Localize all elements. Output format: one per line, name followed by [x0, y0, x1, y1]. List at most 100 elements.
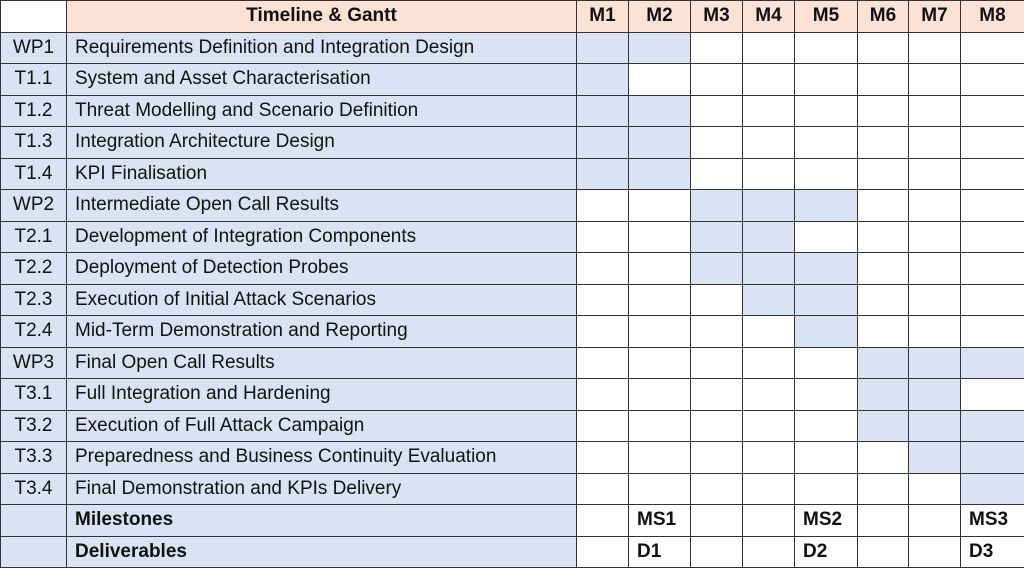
gantt-cell-active: [795, 190, 858, 222]
gantt-cell-active: [691, 190, 743, 222]
gantt-cell-active: [577, 64, 629, 96]
gantt-cell: [691, 158, 743, 190]
summary-marker: D2: [795, 536, 858, 568]
gantt-cell-active: [909, 442, 961, 474]
task-id: T2.1: [1, 221, 67, 253]
task-name: Full Integration and Hardening: [67, 379, 577, 411]
gantt-cell: [691, 410, 743, 442]
gantt-cell: [858, 221, 909, 253]
gantt-cell: [961, 316, 1024, 348]
gantt-cell: [795, 32, 858, 64]
gantt-cell: [629, 410, 691, 442]
gantt-cell: [691, 473, 743, 505]
gantt-cell-active: [743, 221, 795, 253]
summary-marker: MS3: [961, 505, 1024, 537]
gantt-cell: [909, 221, 961, 253]
gantt-cell: [909, 253, 961, 285]
task-id: T3.3: [1, 442, 67, 474]
gantt-cell-active: [743, 284, 795, 316]
task-name: Final Open Call Results: [67, 347, 577, 379]
gantt-cell: [743, 64, 795, 96]
gantt-cell-active: [691, 221, 743, 253]
gantt-cell: [743, 127, 795, 159]
gantt-cell: [629, 473, 691, 505]
task-id: T1.3: [1, 127, 67, 159]
gantt-cell-active: [577, 127, 629, 159]
gantt-cell: [795, 347, 858, 379]
month-header: M7: [909, 1, 961, 33]
summary-cell: [743, 505, 795, 537]
task-name: Intermediate Open Call Results: [67, 190, 577, 222]
gantt-cell: [961, 379, 1024, 411]
gantt-cell: [961, 95, 1024, 127]
task-id: T3.2: [1, 410, 67, 442]
month-header: M6: [858, 1, 909, 33]
summary-cell: [909, 536, 961, 568]
gantt-cell: [909, 127, 961, 159]
task-name: Development of Integration Components: [67, 221, 577, 253]
gantt-cell: [795, 95, 858, 127]
gantt-cell: [909, 95, 961, 127]
gantt-cell: [743, 410, 795, 442]
gantt-cell: [629, 442, 691, 474]
gantt-cell-active: [858, 347, 909, 379]
gantt-cell: [629, 347, 691, 379]
gantt-cell: [909, 190, 961, 222]
gantt-cell-active: [795, 284, 858, 316]
summary-marker: D1: [629, 536, 691, 568]
gantt-cell: [961, 32, 1024, 64]
gantt-cell-active: [743, 190, 795, 222]
summary-cell: [691, 505, 743, 537]
gantt-cell: [795, 473, 858, 505]
task-id: T3.4: [1, 473, 67, 505]
gantt-cell-active: [691, 253, 743, 285]
gantt-cell: [858, 64, 909, 96]
gantt-cell-active: [961, 347, 1024, 379]
gantt-cell: [743, 158, 795, 190]
gantt-cell-active: [858, 379, 909, 411]
month-header: M2: [629, 1, 691, 33]
task-id: WP2: [1, 190, 67, 222]
gantt-cell: [961, 64, 1024, 96]
gantt-cell: [961, 221, 1024, 253]
gantt-cell: [795, 410, 858, 442]
gantt-cell: [909, 158, 961, 190]
gantt-cell: [577, 410, 629, 442]
gantt-cell: [909, 316, 961, 348]
gantt-cell: [691, 347, 743, 379]
gantt-cell: [577, 253, 629, 285]
task-id: T3.1: [1, 379, 67, 411]
gantt-cell: [629, 284, 691, 316]
summary-id: [1, 505, 67, 537]
task-name: Threat Modelling and Scenario Definition: [67, 95, 577, 127]
gantt-cell: [691, 442, 743, 474]
gantt-cell-active: [629, 32, 691, 64]
gantt-cell: [577, 284, 629, 316]
gantt-cell: [909, 32, 961, 64]
gantt-cell: [961, 253, 1024, 285]
gantt-cell: [577, 316, 629, 348]
gantt-cell: [858, 253, 909, 285]
gantt-cell: [961, 190, 1024, 222]
task-name: Deployment of Detection Probes: [67, 253, 577, 285]
gantt-cell: [858, 32, 909, 64]
gantt-cell: [909, 284, 961, 316]
month-header: M4: [743, 1, 795, 33]
gantt-cell: [795, 379, 858, 411]
gantt-cell: [858, 127, 909, 159]
summary-cell: [858, 505, 909, 537]
gantt-cell: [743, 442, 795, 474]
summary-cell: [743, 536, 795, 568]
task-name: KPI Finalisation: [67, 158, 577, 190]
summary-marker: MS1: [629, 505, 691, 537]
gantt-cell-active: [577, 158, 629, 190]
gantt-cell: [629, 253, 691, 285]
gantt-cell: [577, 379, 629, 411]
gantt-cell: [691, 127, 743, 159]
